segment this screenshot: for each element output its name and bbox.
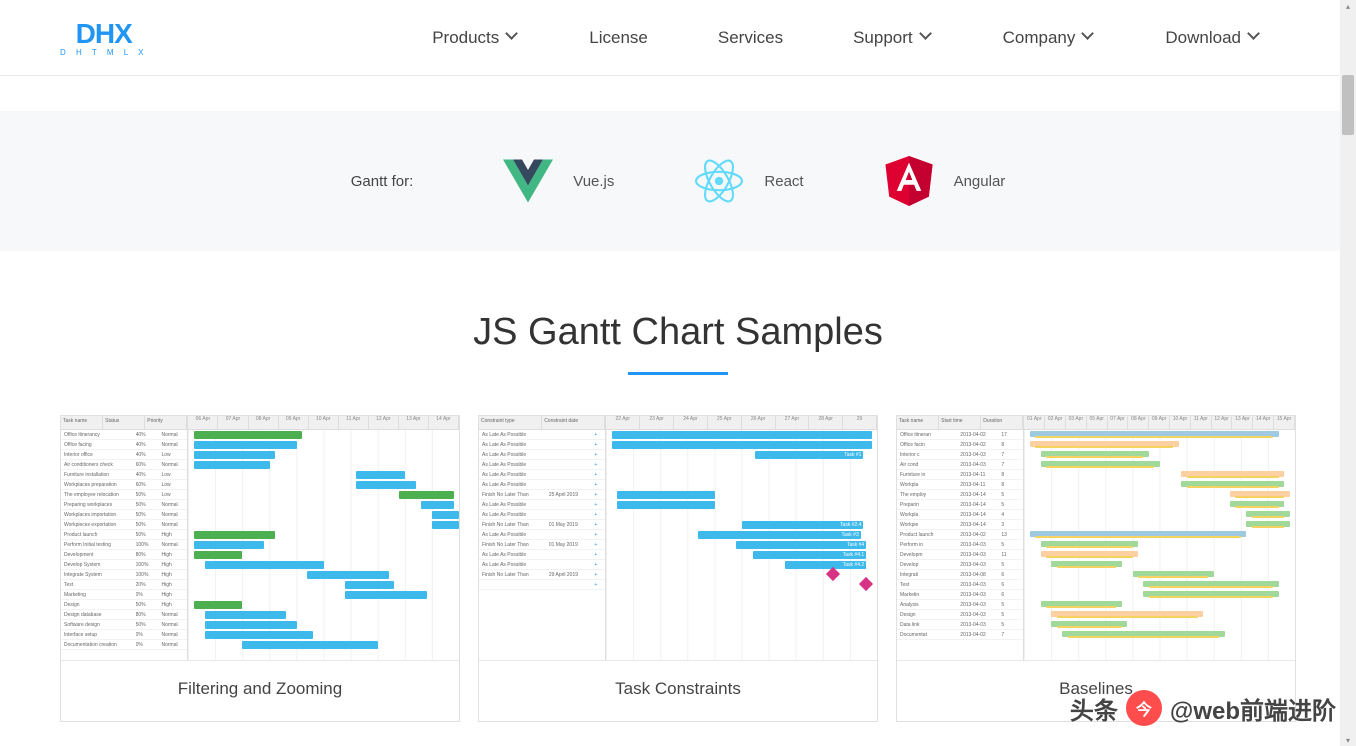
sample-card[interactable]: Constraint typeConstraint dateAs Late As… [478,415,878,722]
nav-services[interactable]: Services [683,28,818,48]
nav-label: Products [432,28,499,48]
framework-vuejs[interactable]: Vue.js [503,156,614,206]
samples-grid: Task nameStatusPriorityOffice itinerancy… [0,415,1356,722]
framework-label: Angular [954,173,1006,190]
gantt-task-list: Task nameStart timeDurationOffice itiner… [897,416,1024,660]
scrollbar-up-arrow[interactable]: ▴ [1342,0,1354,12]
sample-preview: Task nameStatusPriorityOffice itinerancy… [61,416,459,661]
nav-label: Support [853,28,913,48]
sample-preview: Constraint typeConstraint dateAs Late As… [479,416,877,661]
frameworks-list: Vue.js React Angular [503,156,1005,206]
nav-label: Download [1165,28,1241,48]
section-heading: JS Gantt Chart Samples [0,311,1356,375]
frameworks-section: Gantt for: Vue.js React Angular [0,111,1356,251]
scrollbar-down-arrow[interactable]: ▾ [1342,734,1354,746]
sample-title: Filtering and Zooming [61,661,459,721]
top-header: DHX D H T M L X Products License Services S… [0,0,1356,76]
framework-angular[interactable]: Angular [884,156,1006,206]
chevron-down-icon [921,32,933,44]
brand-logo[interactable]: DHX D H T M L X [60,18,147,57]
framework-label: Vue.js [573,173,614,190]
nav-download[interactable]: Download [1130,28,1296,48]
brand-sub: D H T M L X [60,48,147,57]
page-scrollbar[interactable]: ▴ ▾ [1340,0,1356,746]
angular-icon [884,156,934,206]
sample-card[interactable]: Task nameStatusPriorityOffice itinerancy… [60,415,460,722]
nav-label: Company [1003,28,1076,48]
nav-label: Services [718,28,783,48]
gantt-chart: Constraint typeConstraint dateAs Late As… [479,416,877,660]
nav-license[interactable]: License [554,28,683,48]
watermark-source: 头条 [1070,691,1118,726]
watermark-handle: @web前端进阶 [1170,691,1336,726]
heading-text: JS Gantt Chart Samples [0,311,1356,354]
sample-card[interactable]: Task nameStart timeDurationOffice itiner… [896,415,1296,722]
gantt-timeline: 06 Apr07 Apr08 Apr09 Apr10 Apr11 Apr12 A… [188,416,459,660]
chevron-down-icon [1083,32,1095,44]
nav-label: License [589,28,648,48]
gantt-task-list: Task nameStatusPriorityOffice itinerancy… [61,416,188,660]
nav-support[interactable]: Support [818,28,968,48]
framework-label: React [764,173,803,190]
gantt-timeline: 01 Apr02 Apr03 Apr05 Apr07 Apr08 Apr09 A… [1024,416,1295,660]
gantt-chart: Task nameStart timeDurationOffice itiner… [897,416,1295,660]
sample-title: Task Constraints [479,661,877,721]
gantt-task-list: Constraint typeConstraint dateAs Late As… [479,416,606,660]
watermark: 头条 今 @web前端进阶 [1070,690,1336,726]
scrollbar-thumb[interactable] [1342,75,1354,135]
main-nav: Products License Services Support Company Dow… [397,28,1296,48]
brand-main: DHX [76,18,132,50]
chevron-down-icon [1249,32,1261,44]
vue-icon [503,156,553,206]
frameworks-label: Gantt for: [351,173,414,190]
heading-divider [628,372,728,375]
nav-products[interactable]: Products [397,28,554,48]
gantt-chart: Task nameStatusPriorityOffice itinerancy… [61,416,459,660]
gantt-timeline: 22 Apr23 Apr24 Apr25 Apr26 Apr27 Apr28 A… [606,416,877,660]
nav-company[interactable]: Company [968,28,1131,48]
react-icon [694,156,744,206]
watermark-icon: 今 [1126,690,1162,726]
sample-preview: Task nameStart timeDurationOffice itiner… [897,416,1295,661]
framework-react[interactable]: React [694,156,803,206]
chevron-down-icon [507,32,519,44]
